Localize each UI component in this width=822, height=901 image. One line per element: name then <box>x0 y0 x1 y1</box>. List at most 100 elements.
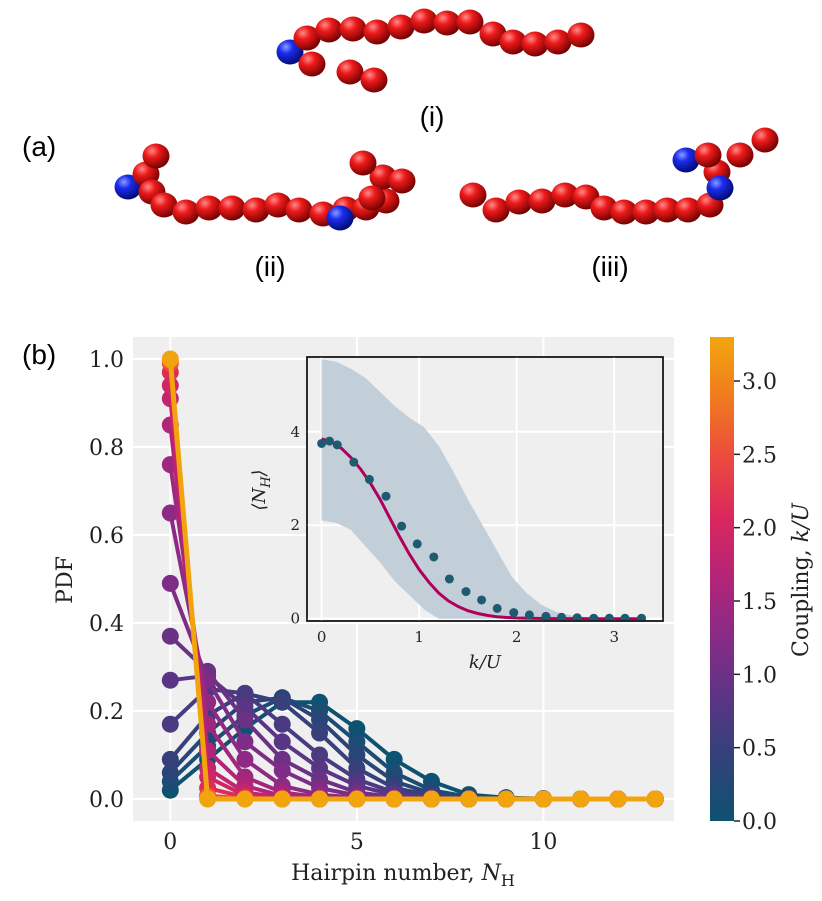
conformation-3-chain <box>459 127 779 225</box>
bead-red <box>653 197 681 223</box>
inset-data-point <box>620 613 630 621</box>
colorbar-tick-label: 1.0 <box>742 663 777 688</box>
inset-data-point <box>477 595 487 605</box>
inset-data-point <box>381 491 391 501</box>
x-tick-label: 10 <box>529 830 557 855</box>
data-point <box>161 504 179 522</box>
inset-y-tick-label: 4 <box>290 423 300 441</box>
data-point <box>236 698 254 716</box>
bead-red <box>363 19 391 45</box>
data-point <box>534 790 552 808</box>
inset-x-tick-label: 0 <box>317 628 327 646</box>
conformation-iii-label: (iii) <box>591 251 628 282</box>
bead-chains <box>114 8 779 231</box>
inset-frame <box>306 356 664 622</box>
inset-x-tick-label: 2 <box>512 628 522 646</box>
data-point <box>273 715 291 733</box>
inset-data-point <box>412 539 422 549</box>
panel-a-label: (a) <box>22 131 56 162</box>
data-point <box>497 790 515 808</box>
inset-data-point <box>572 613 582 621</box>
data-point <box>609 790 627 808</box>
bead-red <box>242 197 270 223</box>
bead-red <box>315 17 343 43</box>
bead-red <box>456 9 484 35</box>
main-tick-labels: 0 5 100.00.20.40.60.81.0 <box>89 348 557 855</box>
inset-y-axis-label: ⟨NH⟩ <box>249 469 274 510</box>
y-tick-label: 0.2 <box>89 700 124 725</box>
colorbar-tick-label: 0.0 <box>742 810 777 835</box>
data-point <box>385 790 403 808</box>
data-point <box>311 711 329 729</box>
data-point <box>348 720 366 738</box>
data-point <box>311 790 329 808</box>
bead-red <box>293 25 321 51</box>
bead-red <box>358 185 386 211</box>
bead-red <box>195 195 223 221</box>
inset-data-point <box>589 613 599 621</box>
data-point <box>311 724 329 742</box>
data-point <box>273 790 291 808</box>
colorbar-tick-label: 0.5 <box>742 737 777 762</box>
bead-red <box>499 29 527 55</box>
data-point <box>161 764 179 782</box>
inset-data-point <box>524 610 534 620</box>
inset-data-point <box>461 587 471 597</box>
data-point <box>422 790 440 808</box>
inset-data-point <box>332 440 342 450</box>
data-point <box>199 790 217 808</box>
data-point <box>161 750 179 768</box>
y-tick-label: 0.0 <box>89 788 124 813</box>
bead-red <box>751 127 779 153</box>
conformation-2-chain <box>114 143 416 231</box>
end-bead-blue <box>326 205 354 231</box>
bead-red <box>459 182 487 208</box>
y-tick-label: 0.4 <box>89 612 124 637</box>
bead-red <box>298 51 326 77</box>
bead-red <box>264 192 292 218</box>
inset-data-point <box>509 608 519 618</box>
inset-x-tick-label: 1 <box>414 628 424 646</box>
inset-plot <box>317 359 647 621</box>
end-bead-blue <box>706 175 734 201</box>
data-point <box>348 746 366 764</box>
bead-red <box>505 189 533 215</box>
bead-red <box>433 10 461 36</box>
panel-b-label: (b) <box>22 339 56 370</box>
conformation-i-label: (i) <box>420 101 445 132</box>
inset-data-point <box>397 521 407 531</box>
inset-std-band <box>321 359 644 619</box>
data-point <box>236 711 254 729</box>
series-16 <box>161 350 664 808</box>
bead-red <box>349 150 377 176</box>
bead-red <box>218 195 246 221</box>
y-tick-label: 0.8 <box>89 436 124 461</box>
bead-red <box>150 192 178 218</box>
data-point <box>273 693 291 711</box>
bead-red <box>142 143 170 169</box>
bead-red <box>482 197 510 223</box>
data-point <box>311 746 329 764</box>
inset-data-point <box>492 603 502 613</box>
bead-red <box>544 29 572 55</box>
inset-data-point <box>317 438 327 448</box>
data-point <box>273 761 291 779</box>
inset-data-point <box>364 474 374 484</box>
bead-red <box>388 168 416 194</box>
conformation-ii-label: (ii) <box>254 251 285 282</box>
bead-red <box>632 199 660 225</box>
bead-red <box>339 16 367 42</box>
data-point <box>161 671 179 689</box>
data-point <box>646 790 664 808</box>
bead-red <box>567 22 595 48</box>
y-tick-label: 0.6 <box>89 524 124 549</box>
main-series <box>161 350 664 808</box>
inset-data-point <box>444 574 454 584</box>
bead-red <box>172 199 200 225</box>
x-tick-label: 0 <box>163 830 177 855</box>
data-point <box>460 790 478 808</box>
bead-red <box>336 59 364 85</box>
data-point <box>161 574 179 592</box>
data-point <box>572 790 590 808</box>
y-tick-label: 1.0 <box>89 348 124 373</box>
